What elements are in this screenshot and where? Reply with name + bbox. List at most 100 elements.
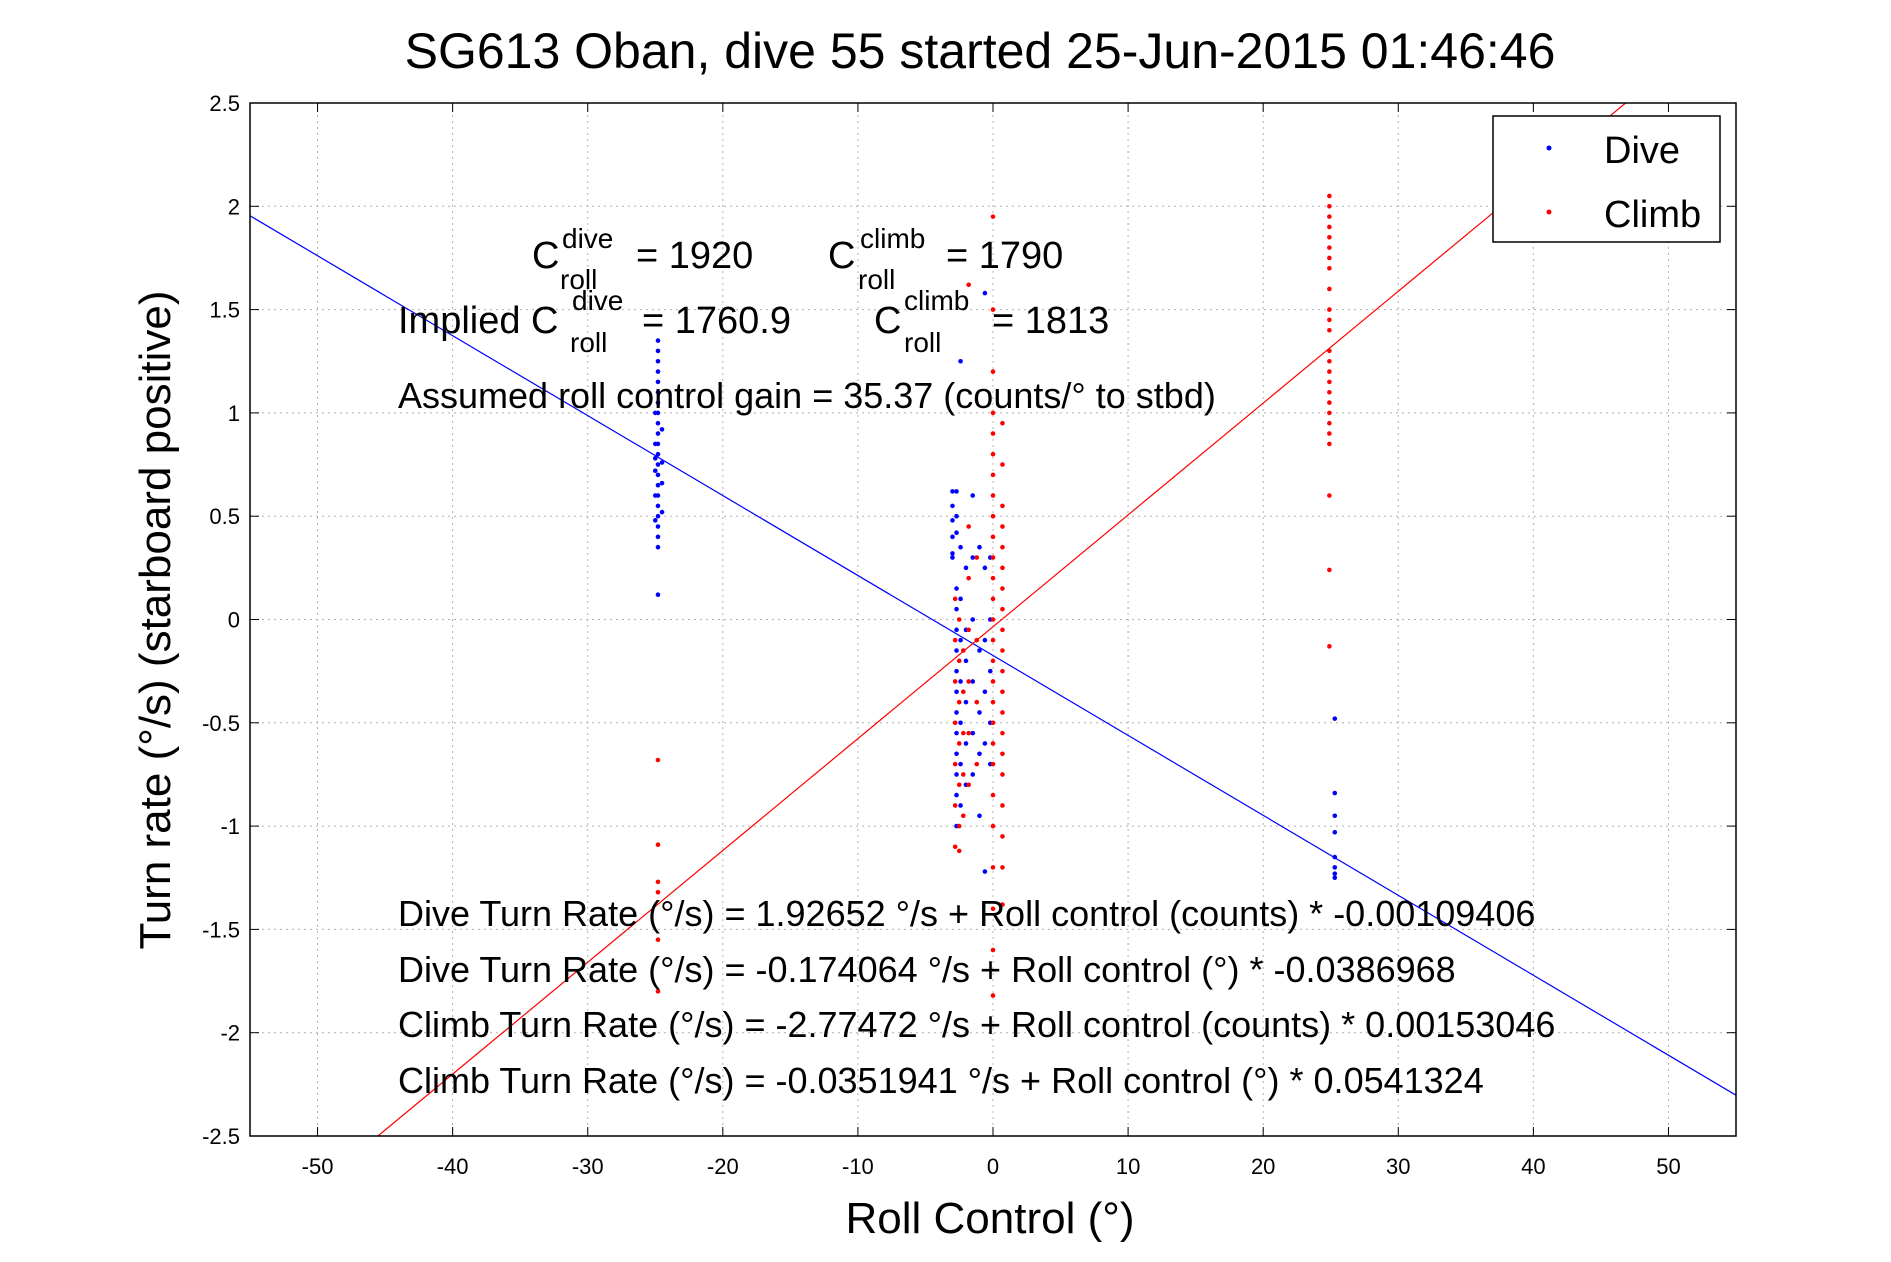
point-climb: [966, 782, 971, 788]
gain-annotation: Assumed roll control gain = 35.37 (count…: [398, 375, 1216, 416]
point-climb: [956, 617, 962, 622]
point-climb: [1327, 204, 1332, 209]
implied-climb-sub: roll: [904, 327, 941, 358]
point-dive: [655, 389, 661, 395]
point-climb: [960, 813, 966, 819]
point-dive: [954, 730, 959, 736]
point-dive: [982, 565, 988, 571]
point-dive: [954, 772, 959, 777]
point-climb: [956, 782, 962, 788]
point-climb: [1327, 420, 1332, 426]
point-climb: [990, 993, 996, 998]
point-climb: [990, 513, 996, 519]
c-climb-sub: roll: [858, 264, 895, 295]
point-dive: [958, 596, 963, 602]
point-climb: [956, 848, 962, 854]
point-climb: [990, 431, 996, 436]
point-dive: [655, 482, 661, 488]
point-dive: [954, 668, 959, 674]
point-climb: [1000, 902, 1005, 907]
implied-dive-sub: roll: [570, 327, 607, 358]
point-dive: [652, 518, 658, 523]
annotations: C dive roll = 1920 C climb roll = 1790 I…: [398, 223, 1555, 1101]
point-dive: [655, 451, 661, 457]
point-dive: [655, 420, 661, 426]
point-climb: [990, 761, 996, 767]
point-dive: [655, 348, 661, 354]
point-climb: [990, 823, 996, 829]
point-climb: [1327, 224, 1332, 230]
point-climb: [990, 906, 996, 912]
c-dive-value: = 1920: [636, 235, 753, 277]
point-climb: [990, 472, 996, 478]
point-climb: [1000, 689, 1005, 695]
x-tick-label: 10: [1116, 1154, 1140, 1179]
point-climb: [1000, 730, 1005, 736]
point-dive: [655, 462, 661, 467]
point-climb: [956, 658, 962, 664]
x-tick-label: -50: [302, 1154, 334, 1179]
point-dive: [970, 730, 976, 736]
fit-line-climb: [376, 103, 1627, 1136]
point-dive: [954, 586, 959, 591]
y-tick-label: 0: [228, 608, 240, 633]
point-dive: [982, 290, 988, 296]
point-climb: [1327, 307, 1332, 312]
point-climb: [952, 720, 958, 726]
point-climb: [1000, 648, 1005, 653]
fit-line-dive: [250, 215, 1736, 1096]
point-dive: [963, 741, 969, 746]
point-climb: [1327, 317, 1332, 323]
x-axis-label: Roll Control (°): [846, 1194, 1135, 1243]
point-climb: [990, 947, 996, 953]
point-dive: [954, 606, 959, 612]
axis-ticks: -50 -40 -30 -20 -10 0 10 20 30 40 50-2.5-2-1.5-1-0…: [202, 91, 1736, 1179]
point-dive: [950, 534, 955, 540]
implied-dive-sup: dive: [572, 285, 623, 316]
point-climb: [1327, 358, 1332, 364]
point-dive: [655, 431, 661, 436]
point-climb: [990, 307, 996, 312]
legend-marker-climb: [1546, 209, 1552, 215]
y-tick-label: 1.5: [209, 298, 240, 323]
point-dive: [958, 544, 963, 550]
equation-climb-counts: Climb Turn Rate (°/s) = -2.77472 °/s + R…: [398, 1004, 1555, 1045]
point-dive: [982, 869, 988, 874]
point-climb: [952, 844, 958, 850]
implied-climb-value: = 1813: [992, 300, 1109, 342]
point-climb: [1000, 503, 1005, 509]
point-climb: [990, 865, 996, 870]
point-climb: [1000, 420, 1005, 426]
point-climb: [1000, 865, 1005, 870]
point-dive: [655, 369, 661, 374]
point-climb: [990, 534, 996, 540]
point-dive: [977, 813, 982, 819]
point-climb: [990, 596, 996, 602]
legend-box: [1492, 115, 1721, 243]
point-climb: [1327, 234, 1332, 240]
point-dive: [1332, 854, 1338, 860]
point-climb: [952, 596, 958, 602]
x-tick-label: 0: [987, 1154, 999, 1179]
point-climb: [974, 555, 980, 560]
point-dive: [659, 427, 665, 432]
legend-label-dive: Dive: [1604, 130, 1680, 172]
point-climb: [1000, 565, 1005, 571]
point-dive: [977, 648, 982, 653]
point-dive: [655, 379, 661, 385]
c-dive-sub: roll: [560, 264, 597, 295]
point-climb: [1327, 441, 1332, 447]
point-dive: [982, 637, 988, 643]
y-tick-label: 1: [228, 401, 240, 426]
point-climb: [1000, 462, 1005, 467]
x-tick-label: -20: [707, 1154, 739, 1179]
point-climb: [1327, 265, 1332, 271]
x-tick-label: 50: [1656, 1154, 1680, 1179]
point-climb: [990, 493, 996, 498]
point-dive: [958, 358, 963, 364]
point-climb: [960, 689, 966, 695]
y-tick-label: -2.5: [202, 1124, 240, 1149]
point-climb: [990, 214, 996, 219]
point-climb: [1000, 834, 1005, 839]
point-climb: [1327, 410, 1332, 416]
